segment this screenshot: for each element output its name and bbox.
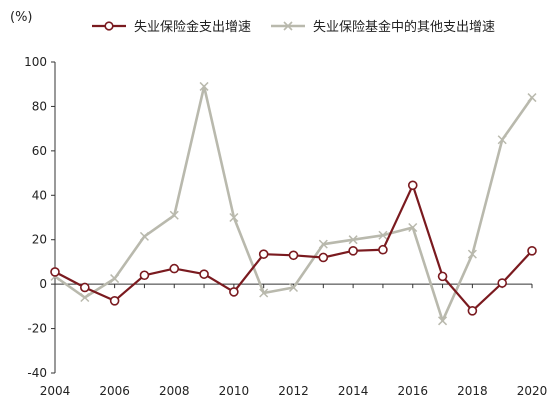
data-point-other-expenditure-2014	[348, 235, 358, 245]
y-tick-label--20: -20	[27, 322, 47, 336]
data-point-other-expenditure-2011-stroke-b	[259, 288, 269, 298]
series-line-unemployment-benefit	[54, 184, 533, 312]
data-point-other-expenditure-2019	[497, 135, 507, 145]
data-point-other-expenditure-2015	[378, 230, 388, 240]
data-point-other-expenditure-2012-stroke-b	[288, 282, 299, 293]
data-point-other-expenditure-2020	[527, 93, 537, 103]
data-point-unemployment-benefit-2014	[348, 246, 358, 256]
data-point-unemployment-benefit-2017	[437, 271, 448, 282]
series-layer	[50, 81, 537, 326]
data-point-unemployment-benefit-2009	[199, 269, 209, 279]
data-point-unemployment-benefit-2016	[407, 180, 418, 191]
data-point-unemployment-benefit-2005	[80, 282, 90, 293]
data-point-unemployment-benefit-2020	[527, 246, 537, 256]
x-tick-label-2020: 2020	[517, 384, 548, 398]
data-point-other-expenditure-2009	[199, 81, 209, 91]
x-tick-label-2006: 2006	[99, 384, 130, 398]
data-point-other-expenditure-2013	[318, 239, 328, 249]
data-point-other-expenditure-2017	[438, 316, 448, 326]
data-point-other-expenditure-2012	[288, 282, 299, 293]
data-point-unemployment-benefit-2010	[229, 287, 239, 297]
data-point-other-expenditure-2016	[408, 222, 418, 233]
x-tick-label-2016: 2016	[397, 384, 428, 398]
data-point-unemployment-benefit-2013	[318, 252, 329, 263]
axes-layer: -40 -20 0 20 40 60 80 100 2004 2006 2008 2010 2012 20…	[24, 55, 547, 398]
data-point-other-expenditure-2011	[259, 288, 269, 298]
data-point-other-expenditure-2009-stroke-b	[199, 81, 209, 91]
x-tick-label-2004: 2004	[40, 384, 71, 398]
data-point-other-expenditure-2008	[169, 210, 179, 220]
data-point-other-expenditure-2007-stroke-b	[139, 231, 149, 241]
data-point-other-expenditure-2010	[229, 212, 239, 223]
series-line-other-expenditure	[54, 85, 534, 323]
legend-swatch-unemployment-benefit	[92, 20, 126, 31]
data-point-other-expenditure-2010-stroke-b	[229, 212, 239, 223]
data-point-unemployment-benefit-2018	[467, 305, 478, 316]
legend-swatch-other-expenditure	[271, 20, 306, 31]
y-tick-label--40: -40	[27, 366, 47, 380]
series-unemployment-benefit	[50, 180, 537, 316]
legend-label-unemployment-benefit: 失业保险金支出增速	[134, 20, 252, 35]
data-point-other-expenditure-2016-stroke-b	[408, 222, 418, 233]
legend-label-other-expenditure: 失业保险基金中的其他支出增速	[313, 20, 496, 35]
data-point-unemployment-benefit-2012	[288, 250, 299, 261]
series-other-expenditure	[50, 81, 537, 326]
data-point-other-expenditure-2019-stroke-b	[497, 135, 507, 145]
data-point-other-expenditure-2017-stroke-b	[438, 316, 448, 326]
data-point-other-expenditure-2006	[110, 274, 120, 284]
data-point-other-expenditure-2018	[467, 249, 477, 259]
data-point-other-expenditure-2006-stroke-b	[110, 274, 120, 284]
x-tick-label-2012: 2012	[278, 384, 309, 398]
data-point-other-expenditure-2013-stroke-b	[318, 239, 328, 249]
data-point-unemployment-benefit-2007	[139, 270, 150, 281]
y-tick-label-60: 60	[32, 144, 47, 158]
data-point-other-expenditure-2020-stroke-b	[527, 93, 537, 103]
y-tick-label-100: 100	[24, 55, 47, 69]
legend: 失业保险金支出增速 失业保险基金中的其他支出增速	[90, 16, 495, 35]
data-point-other-expenditure-2005	[80, 292, 90, 303]
data-point-unemployment-benefit-2011	[258, 249, 269, 259]
data-point-other-expenditure-2015-stroke-b	[378, 230, 388, 240]
y-axis-unit-label: (%)	[10, 10, 33, 25]
x-tick-label-2010: 2010	[219, 384, 250, 398]
data-point-unemployment-benefit-2008	[169, 263, 180, 274]
y-tick-label-80: 80	[32, 99, 47, 113]
y-tick-label-20: 20	[32, 233, 47, 247]
data-point-other-expenditure-2014-stroke-b	[348, 235, 358, 245]
data-point-unemployment-benefit-2015	[378, 244, 388, 255]
data-point-other-expenditure-2005-stroke-b	[80, 292, 90, 303]
y-tick-label-40: 40	[32, 188, 47, 202]
x-tick-label-2014: 2014	[338, 384, 369, 398]
x-tick-label-2018: 2018	[457, 384, 488, 398]
data-point-unemployment-benefit-2004	[50, 267, 60, 277]
data-point-other-expenditure-2007	[139, 231, 149, 241]
legend-item-unemployment-benefit: 失业保险金支出增速	[90, 16, 251, 35]
legend-item-other-expenditure: 失业保险基金中的其他支出增速	[269, 16, 495, 35]
y-tick-label-0: 0	[39, 277, 47, 291]
data-point-unemployment-benefit-2006	[109, 296, 120, 306]
data-point-other-expenditure-2008-stroke-b	[169, 210, 179, 220]
data-point-other-expenditure-2018-stroke-b	[467, 249, 477, 259]
x-tick-label-2008: 2008	[159, 384, 190, 398]
data-point-unemployment-benefit-2019	[497, 278, 507, 288]
